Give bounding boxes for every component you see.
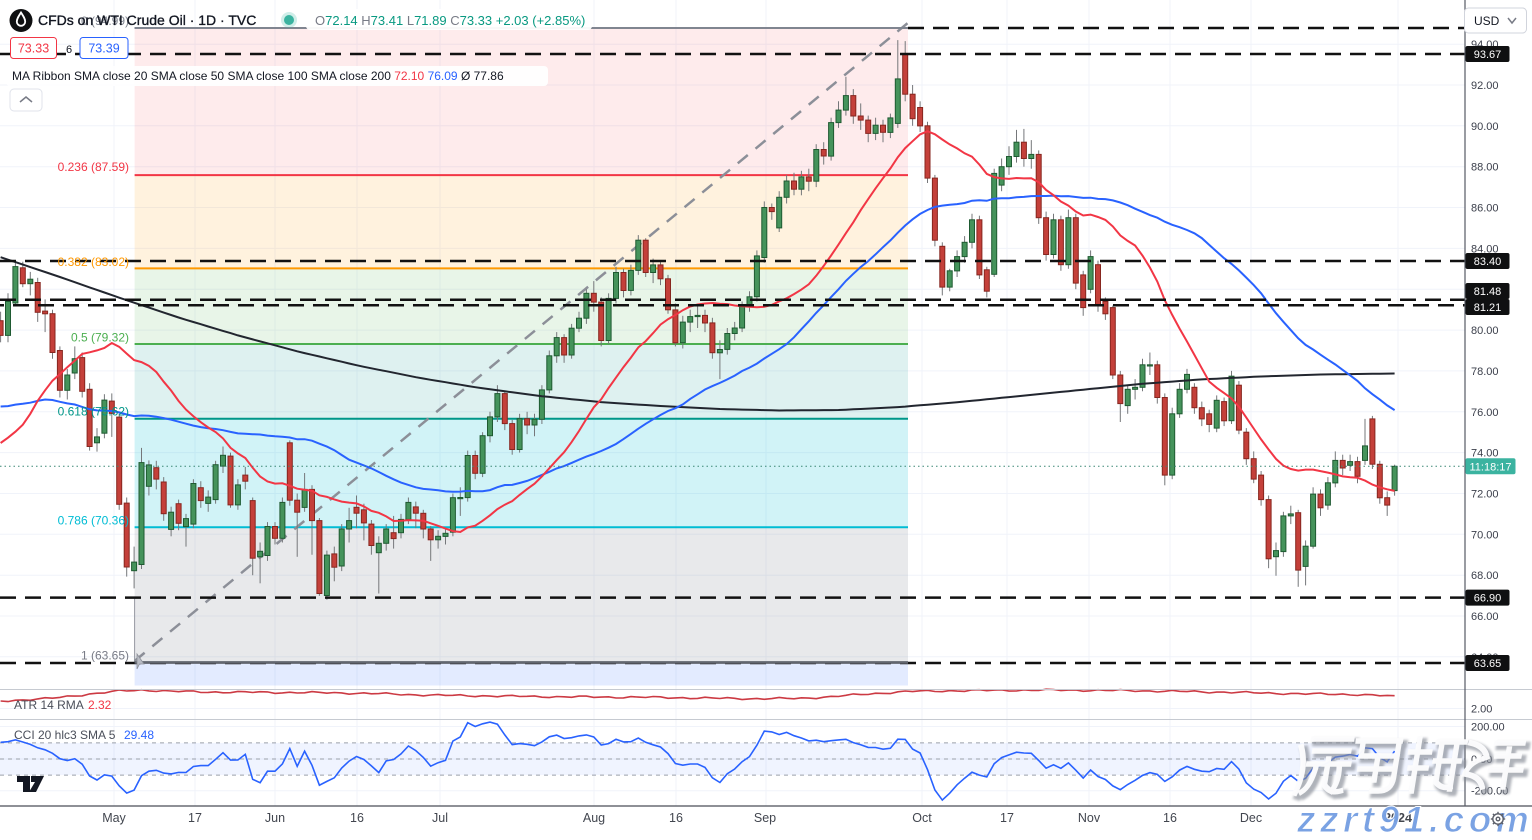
svg-text:0.236 (87.59): 0.236 (87.59): [58, 160, 129, 174]
svg-text:0.786 (70.36): 0.786 (70.36): [58, 514, 129, 528]
svg-text:17: 17: [1000, 811, 1014, 825]
svg-text:78.00: 78.00: [1471, 366, 1499, 378]
svg-text:73.33: 73.33: [18, 42, 49, 56]
svg-text:Dec: Dec: [1240, 811, 1262, 825]
svg-text:29.48: 29.48: [124, 728, 154, 742]
svg-text:USD: USD: [1474, 14, 1500, 28]
svg-text:76.00: 76.00: [1471, 407, 1499, 419]
svg-text:88.00: 88.00: [1471, 162, 1499, 174]
svg-text:Aug: Aug: [583, 811, 605, 825]
svg-text:2.32: 2.32: [88, 698, 112, 712]
svg-text:81.21: 81.21: [1474, 302, 1502, 314]
svg-text:Nov: Nov: [1078, 811, 1101, 825]
svg-text:2024: 2024: [1384, 811, 1412, 825]
svg-text:O72.14 H73.41 L71.89 C73.33 +2: O72.14 H73.41 L71.89 C73.33 +2.03 (+2.85…: [315, 13, 585, 28]
svg-text:68.00: 68.00: [1471, 570, 1499, 582]
svg-text:2.00: 2.00: [1471, 704, 1492, 716]
svg-text:Jun: Jun: [265, 811, 285, 825]
svg-text:90.00: 90.00: [1471, 121, 1499, 133]
svg-text:0 (94.99): 0 (94.99): [81, 14, 129, 28]
svg-text:11:18:17: 11:18:17: [1469, 461, 1511, 473]
svg-text:93.67: 93.67: [1474, 49, 1502, 61]
svg-text:1 (63.65): 1 (63.65): [81, 649, 129, 663]
svg-text:92.00: 92.00: [1471, 80, 1499, 92]
svg-text:80.00: 80.00: [1471, 325, 1499, 337]
svg-text:83.40: 83.40: [1474, 256, 1502, 268]
svg-text:84.00: 84.00: [1471, 243, 1499, 255]
svg-text:66.90: 66.90: [1474, 593, 1502, 605]
svg-text:16: 16: [669, 811, 683, 825]
svg-text:73.39: 73.39: [88, 42, 119, 56]
svg-text:72.00: 72.00: [1471, 489, 1499, 501]
svg-text:May: May: [102, 811, 126, 825]
svg-text:ATR 14 RMA: ATR 14 RMA: [14, 698, 84, 712]
svg-text:66.00: 66.00: [1471, 611, 1499, 623]
svg-text:70.00: 70.00: [1471, 529, 1499, 541]
svg-text:0.382 (83.02): 0.382 (83.02): [58, 255, 129, 269]
svg-text:6: 6: [66, 44, 72, 56]
svg-text:74.00: 74.00: [1471, 448, 1499, 460]
svg-text:Jul: Jul: [432, 811, 448, 825]
svg-text:0.618 (75.62): 0.618 (75.62): [58, 405, 129, 419]
svg-text:CFDs on WTI Crude Oil · 1D · T: CFDs on WTI Crude Oil · 1D · TVC: [38, 12, 256, 28]
svg-text:86.00: 86.00: [1471, 203, 1499, 215]
svg-text:17: 17: [188, 811, 202, 825]
svg-text:MA Ribbon SMA close 20 SMA clo: MA Ribbon SMA close 20 SMA close 50 SMA …: [12, 69, 504, 83]
svg-text:16: 16: [350, 811, 364, 825]
svg-text:200.00: 200.00: [1471, 722, 1505, 734]
svg-text:CCI 20 hlc3 SMA 5: CCI 20 hlc3 SMA 5: [14, 728, 116, 742]
svg-text:0.5 (79.32): 0.5 (79.32): [71, 331, 129, 345]
svg-text:16: 16: [1163, 811, 1177, 825]
svg-text:zzrt91.com: zzrt91.com: [1296, 799, 1532, 835]
svg-text:Sep: Sep: [754, 811, 776, 825]
svg-text:81.48: 81.48: [1474, 286, 1502, 298]
svg-text:Oct: Oct: [912, 811, 932, 825]
svg-text:63.65: 63.65: [1474, 658, 1502, 670]
